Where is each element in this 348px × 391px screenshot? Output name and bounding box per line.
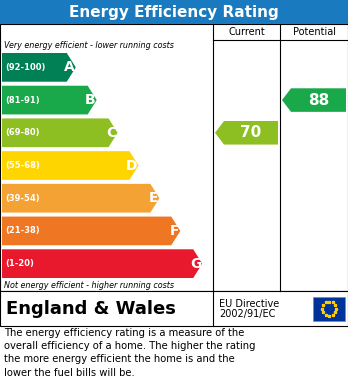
Text: (39-54): (39-54)	[5, 194, 40, 203]
Text: The energy efficiency rating is a measure of the
overall efficiency of a home. T: The energy efficiency rating is a measur…	[4, 328, 255, 378]
Text: D: D	[126, 158, 137, 172]
Bar	[0, 0, 348, 24]
Polygon shape	[2, 151, 139, 180]
Text: (92-100): (92-100)	[5, 63, 45, 72]
Text: (1-20): (1-20)	[5, 259, 34, 268]
Polygon shape	[2, 118, 118, 147]
Text: G: G	[190, 256, 201, 271]
Text: B: B	[85, 93, 96, 107]
Polygon shape	[2, 249, 202, 278]
Text: Energy Efficiency Rating: Energy Efficiency Rating	[69, 5, 279, 20]
Text: (21-38): (21-38)	[5, 226, 40, 235]
Polygon shape	[282, 88, 346, 112]
Polygon shape	[215, 121, 278, 145]
Bar	[0, 291, 348, 326]
Bar	[313, 296, 345, 321]
Text: 70: 70	[240, 125, 262, 140]
Polygon shape	[2, 217, 180, 245]
Polygon shape	[2, 53, 76, 82]
Text: 88: 88	[308, 93, 329, 108]
Text: Very energy efficient - lower running costs: Very energy efficient - lower running co…	[4, 41, 174, 50]
Text: EU Directive: EU Directive	[219, 299, 279, 309]
Text: 2002/91/EC: 2002/91/EC	[219, 309, 275, 319]
Polygon shape	[2, 184, 159, 213]
Bar	[0, 24, 348, 291]
Text: Not energy efficient - higher running costs: Not energy efficient - higher running co…	[4, 281, 174, 290]
Text: A: A	[64, 60, 75, 74]
Polygon shape	[2, 86, 97, 115]
Text: (69-80): (69-80)	[5, 128, 40, 137]
Text: Potential: Potential	[293, 27, 335, 37]
Text: E: E	[149, 191, 158, 205]
Text: F: F	[170, 224, 179, 238]
Text: England & Wales: England & Wales	[6, 300, 176, 317]
Text: (81-91): (81-91)	[5, 95, 40, 104]
Text: C: C	[106, 126, 117, 140]
Text: Current: Current	[228, 27, 265, 37]
Text: (55-68): (55-68)	[5, 161, 40, 170]
